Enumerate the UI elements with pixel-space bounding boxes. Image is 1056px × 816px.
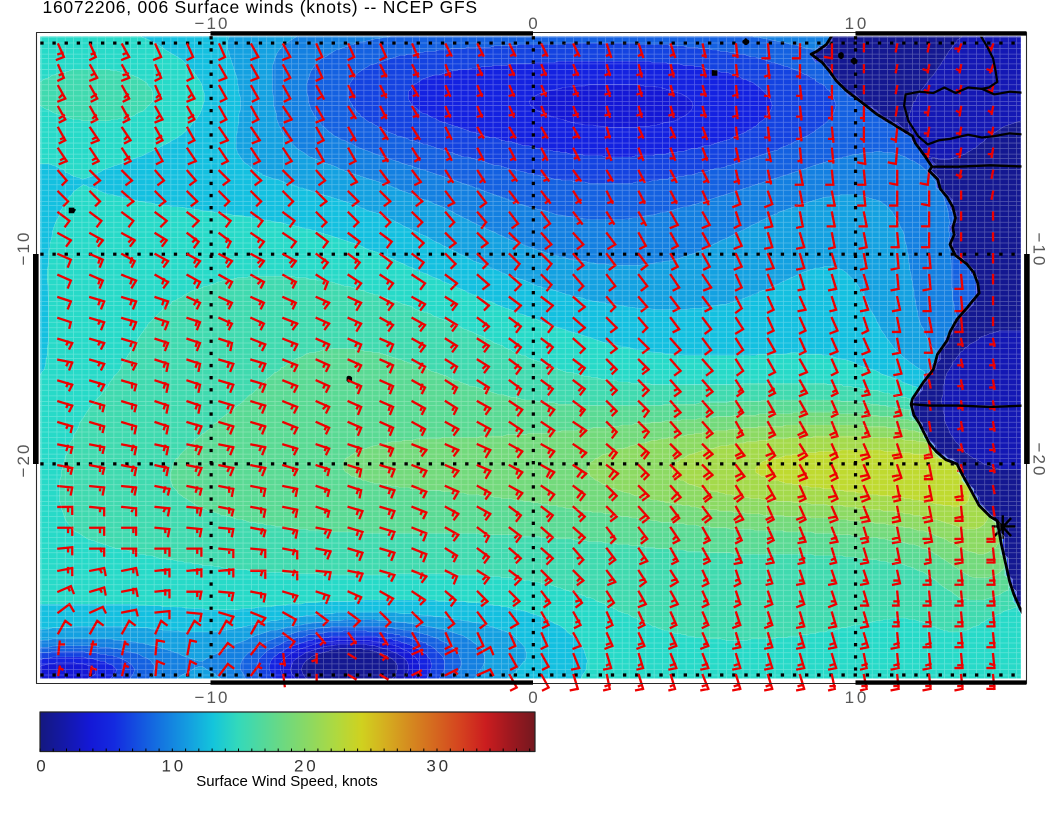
svg-text:16072206, 006 Surface winds (k: 16072206, 006 Surface winds (knots) -- N…: [43, 0, 478, 17]
svg-text:−10: −10: [14, 232, 33, 265]
svg-text:−20: −20: [14, 444, 33, 477]
svg-text:0: 0: [36, 756, 45, 775]
svg-text:−10: −10: [195, 688, 228, 707]
svg-text:−10: −10: [1030, 232, 1049, 265]
svg-text:Surface Wind Speed, knots: Surface Wind Speed, knots: [196, 773, 378, 790]
svg-text:−10: −10: [195, 14, 228, 33]
svg-text:−20: −20: [1030, 442, 1049, 475]
svg-text:0: 0: [528, 14, 537, 33]
svg-text:0: 0: [528, 688, 537, 707]
